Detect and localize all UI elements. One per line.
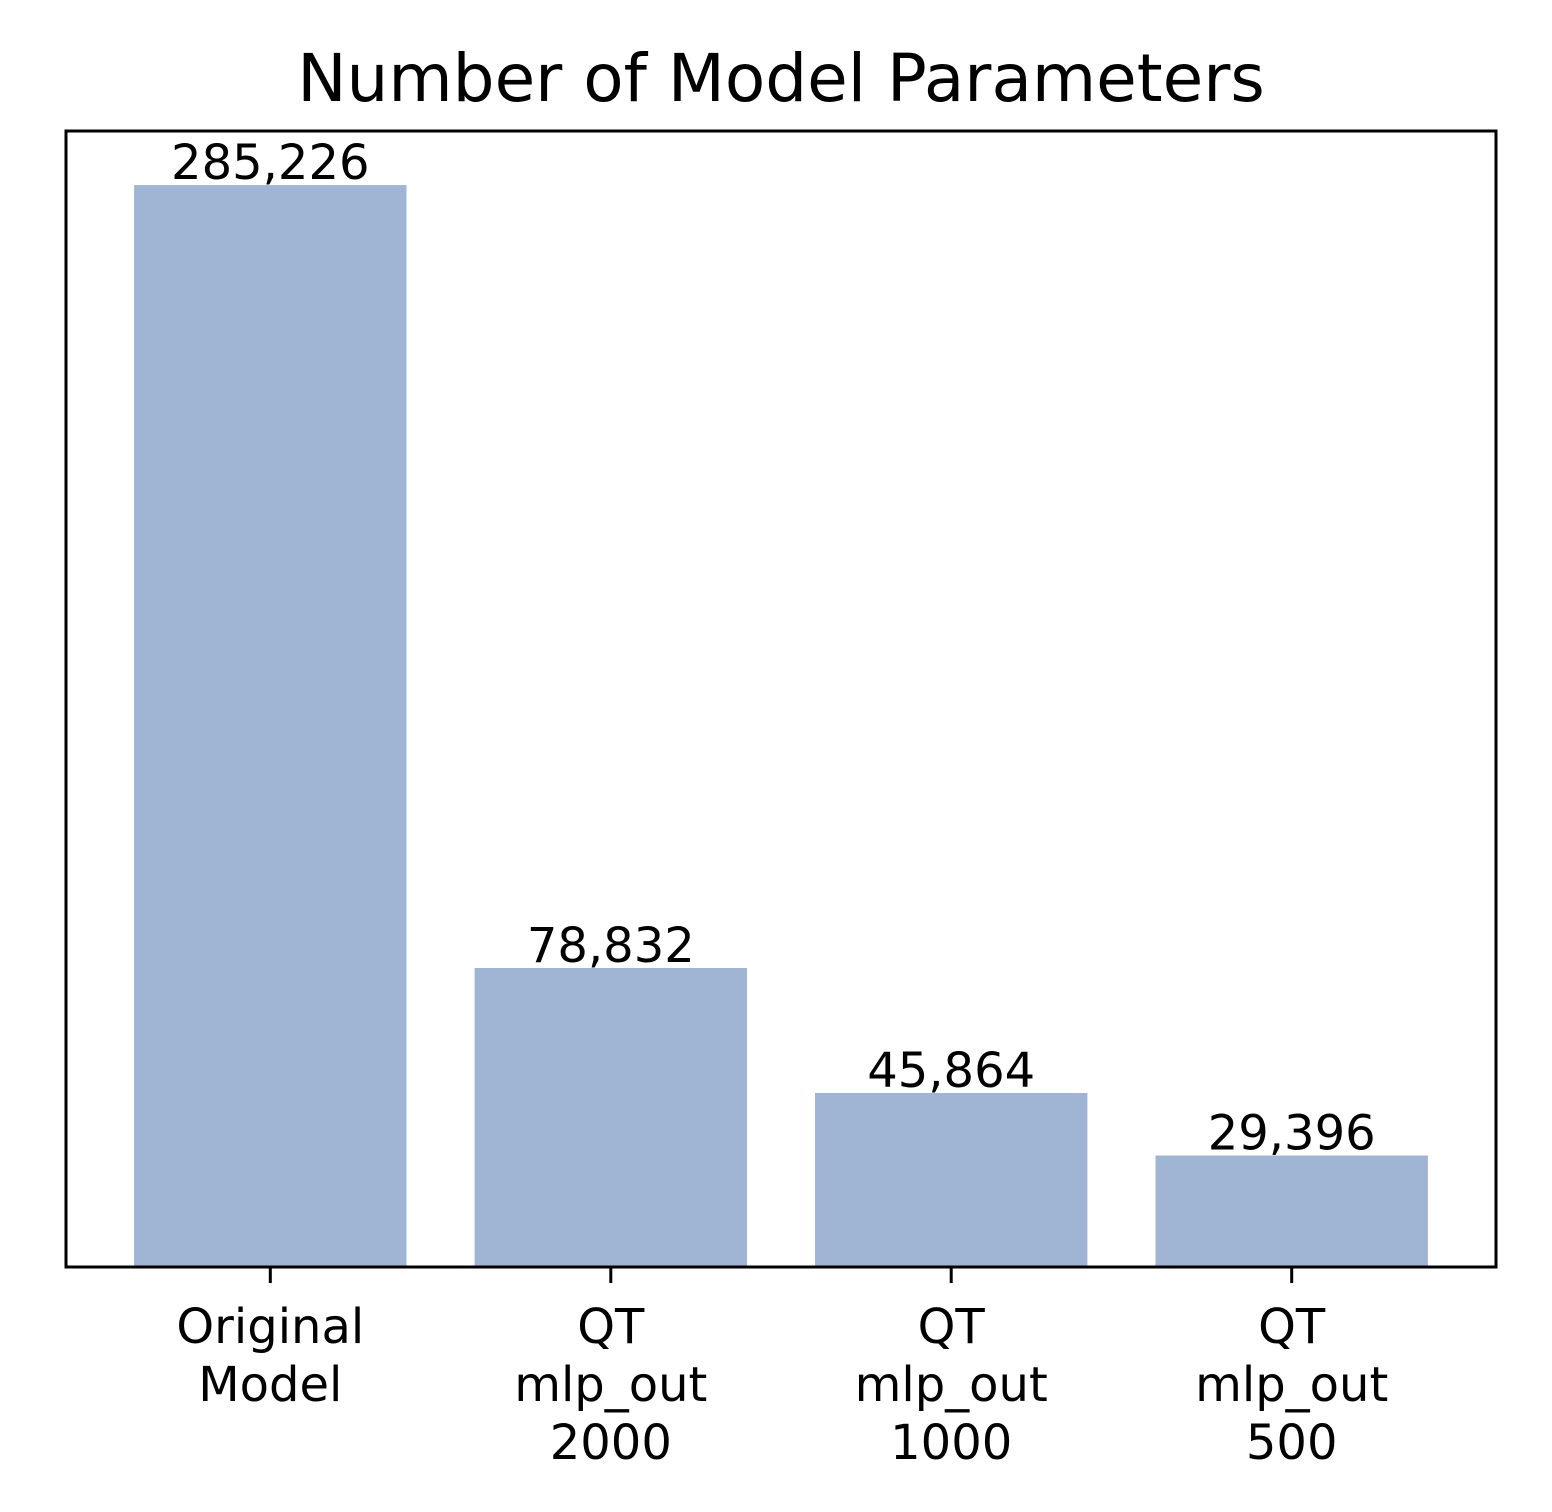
x-tick-label-line: QT	[577, 1299, 645, 1355]
bar-value-label: 285,226	[171, 135, 370, 191]
x-tick-label-line: Original	[176, 1299, 364, 1355]
x-tick-label-line: 1000	[890, 1415, 1012, 1471]
bar-value-label: 45,864	[867, 1043, 1035, 1099]
bar	[1155, 1155, 1428, 1267]
bar-value-label: 29,396	[1208, 1106, 1376, 1162]
value-labels-group: 285,226 78,832 45,864 29,396	[171, 135, 1376, 1161]
bar	[474, 968, 747, 1267]
x-tick-label-line: QT	[1258, 1299, 1326, 1355]
x-tick-label: QT mlp_out 500	[1195, 1299, 1388, 1471]
chart-title: Number of Model Parameters	[297, 40, 1265, 117]
x-tick-label: Original Model	[176, 1299, 364, 1413]
x-tick-label-line: 500	[1246, 1415, 1338, 1471]
x-tick-label-line: 2000	[550, 1415, 672, 1471]
bar	[815, 1093, 1088, 1267]
plot-frame	[64, 129, 1498, 1269]
x-tick-label-line: mlp_out	[514, 1357, 707, 1413]
x-tick-label-line: mlp_out	[855, 1357, 1048, 1413]
x-tick-label: QT mlp_out 1000	[855, 1299, 1048, 1471]
bar-value-label: 78,832	[527, 918, 695, 974]
x-tick-label-line: mlp_out	[1195, 1357, 1388, 1413]
bar	[134, 185, 407, 1268]
x-tick-label-line: Model	[198, 1357, 342, 1413]
bars-group	[134, 185, 1428, 1268]
x-ticks-group	[268, 1267, 1294, 1283]
x-tick-label-line: QT	[918, 1299, 986, 1355]
x-tick-label: QT mlp_out 2000	[514, 1299, 707, 1471]
